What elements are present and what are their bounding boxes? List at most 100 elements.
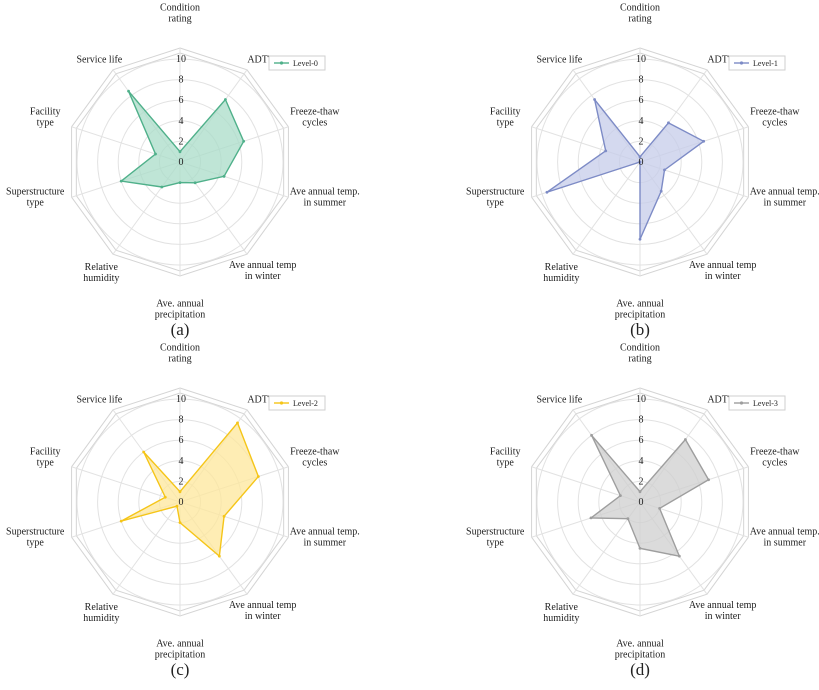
radial-tick-label: 2 [179,136,184,147]
data-point [659,189,663,193]
category-label: Freeze-thaw cycles [750,106,800,128]
category-label: Facility type [30,446,61,468]
data-point [193,181,197,185]
data-point [677,554,681,558]
category-label: Ave annual temp in winter [689,600,757,622]
panel-caption: (c) [171,660,190,679]
category-label: Ave annual temp. in summer [290,187,360,209]
category-label: Superstructure type [6,187,65,209]
radial-tick-label: 10 [176,394,186,405]
radial-tick-label: 4 [639,116,644,127]
panel-caption: (b) [630,320,650,339]
radial-tick-label: 2 [639,136,644,147]
radial-tick-label: 8 [179,75,184,86]
legend: Level-2 [268,395,326,411]
data-point [667,121,670,125]
data-point [236,421,239,425]
data-point [663,168,666,172]
radial-tick-label: 0 [639,497,644,508]
category-label: ADTT [247,54,274,65]
legend: Level-3 [728,395,786,411]
data-point [178,181,182,185]
radar-panel-2: 0 2 4 6 8 10 Condition rating ADTT Freeze-thaw cyc… [466,3,819,340]
data-point [160,185,164,189]
data-point [638,160,642,164]
data-point [222,174,226,178]
category-label: Condition rating [620,343,660,365]
data-point [224,98,227,101]
legend-box [268,55,326,71]
radial-tick-label: 0 [179,157,184,168]
category-label: Condition rating [160,343,200,365]
radial-tick-label: 6 [179,435,184,446]
data-point [163,495,167,499]
category-label: Ave. annual precipitation [155,299,206,321]
data-point [256,475,260,478]
category-label: ADTT [247,394,274,405]
panel-caption: (d) [630,660,650,679]
data-point [178,150,182,154]
series-area [588,434,710,558]
category-label: Condition rating [160,3,200,25]
category-label: Ave annual temp in winter [229,600,297,622]
radial-tick-label: 4 [639,456,644,467]
legend: Level-1 [728,55,786,71]
data-point [707,478,710,482]
legend-marker [279,401,284,405]
panel-caption: (a) [171,320,190,339]
data-point [242,139,246,143]
category-label: Relative humidity [83,602,119,624]
data-point [222,514,226,518]
radial-tick-label: 6 [639,95,644,106]
legend-box [728,395,786,411]
category-label: Freeze-thaw cycles [290,106,340,128]
category-label: Relative humidity [543,602,579,624]
category-label: Ave. annual precipitation [615,639,666,661]
radial-tick-label: 2 [179,476,184,487]
category-label: Facility type [490,446,521,468]
radial-tick-label: 0 [179,497,184,508]
data-point [545,190,549,194]
category-label: Ave annual temp. in summer [290,527,360,549]
data-point [658,506,661,510]
data-point [154,152,157,156]
data-point [119,179,123,183]
category-label: Ave annual temp in winter [229,260,297,282]
category-label: Freeze-thaw cycles [290,446,340,468]
category-label: Ave. annual precipitation [615,299,666,321]
radial-tick-label: 0 [639,157,644,168]
legend: Level-0 [268,55,326,71]
data-point [217,554,221,558]
data-point [638,155,642,159]
category-label: Service life [536,54,582,65]
category-label: Superstructure type [6,527,65,549]
data-point [119,519,123,523]
legend-marker [739,401,744,405]
data-point [638,546,642,550]
category-label: Relative humidity [543,262,579,284]
category-label: Relative humidity [83,262,119,284]
category-label: ADTT [707,54,734,65]
radial-tick-label: 4 [179,116,184,127]
radial-tick-label: 6 [179,95,184,106]
legend-label: Level-2 [293,399,318,408]
data-point [178,490,182,494]
data-point [638,490,642,494]
data-point [604,149,608,153]
radial-tick-label: 4 [179,456,184,467]
category-label: Superstructure type [466,187,525,209]
data-point [626,517,630,521]
radar-panel-3: 0 2 4 6 8 10 Condition rating ADTT Freeze-thaw cyc… [6,343,360,680]
data-point [593,98,596,101]
category-label: Ave annual temp. in summer [750,527,819,549]
category-label: Service life [76,54,122,65]
data-point [590,433,593,437]
radial-tick-label: 2 [639,476,644,487]
category-label: Ave annual temp in winter [689,260,757,282]
category-label: Superstructure type [466,527,525,549]
data-point [638,237,642,241]
radial-tick-label: 6 [639,435,644,446]
legend-box [728,55,786,71]
radar-panel-4: 0 2 4 6 8 10 Condition rating ADTT Freeze-thaw cyc… [466,343,819,680]
